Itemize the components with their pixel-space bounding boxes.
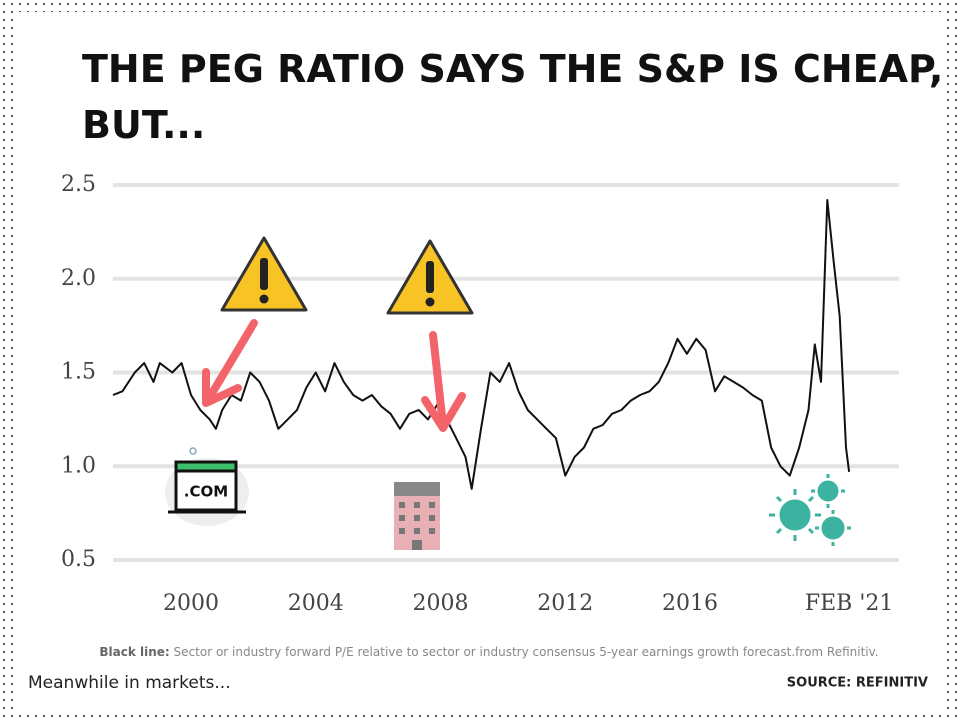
brand: Meanwhile in markets... — [28, 673, 231, 693]
virus-icon — [769, 474, 851, 546]
building-icon — [394, 482, 440, 550]
y-tick-label: 1.5 — [61, 360, 96, 385]
arrow — [202, 319, 258, 407]
y-tick-label: 2.5 — [61, 172, 96, 197]
title-line: BUT... — [82, 103, 205, 147]
x-tick-label: 2008 — [413, 591, 469, 616]
x-tick-label: 2016 — [662, 591, 718, 616]
x-tick-label: FEB '21 — [805, 591, 894, 616]
svg-text:.COM: .COM — [184, 483, 228, 501]
warning-icon — [220, 236, 308, 312]
arrow — [421, 331, 466, 432]
y-tick-label: 1.0 — [61, 453, 96, 478]
x-tick-label: 2012 — [537, 591, 593, 616]
warning-icon — [386, 239, 474, 315]
dotcom-icon: .COM — [165, 447, 249, 526]
data-line — [112, 199, 851, 490]
source: SOURCE: REFINITIV — [787, 676, 928, 691]
x-tick-label: 2004 — [288, 591, 344, 616]
title-line: THE PEG RATIO SAYS THE S&P IS CHEAP, — [82, 47, 943, 91]
footnote-label: Black line: — [99, 645, 169, 659]
y-tick-label: 0.5 — [61, 547, 96, 572]
card — [14, 12, 945, 709]
footnote-text: Sector or industry forward P/E relative … — [174, 645, 879, 659]
y-tick-label: 2.0 — [61, 266, 96, 291]
x-tick-label: 2000 — [163, 591, 219, 616]
footnote: Black line: Sector or industry forward P… — [99, 645, 878, 659]
